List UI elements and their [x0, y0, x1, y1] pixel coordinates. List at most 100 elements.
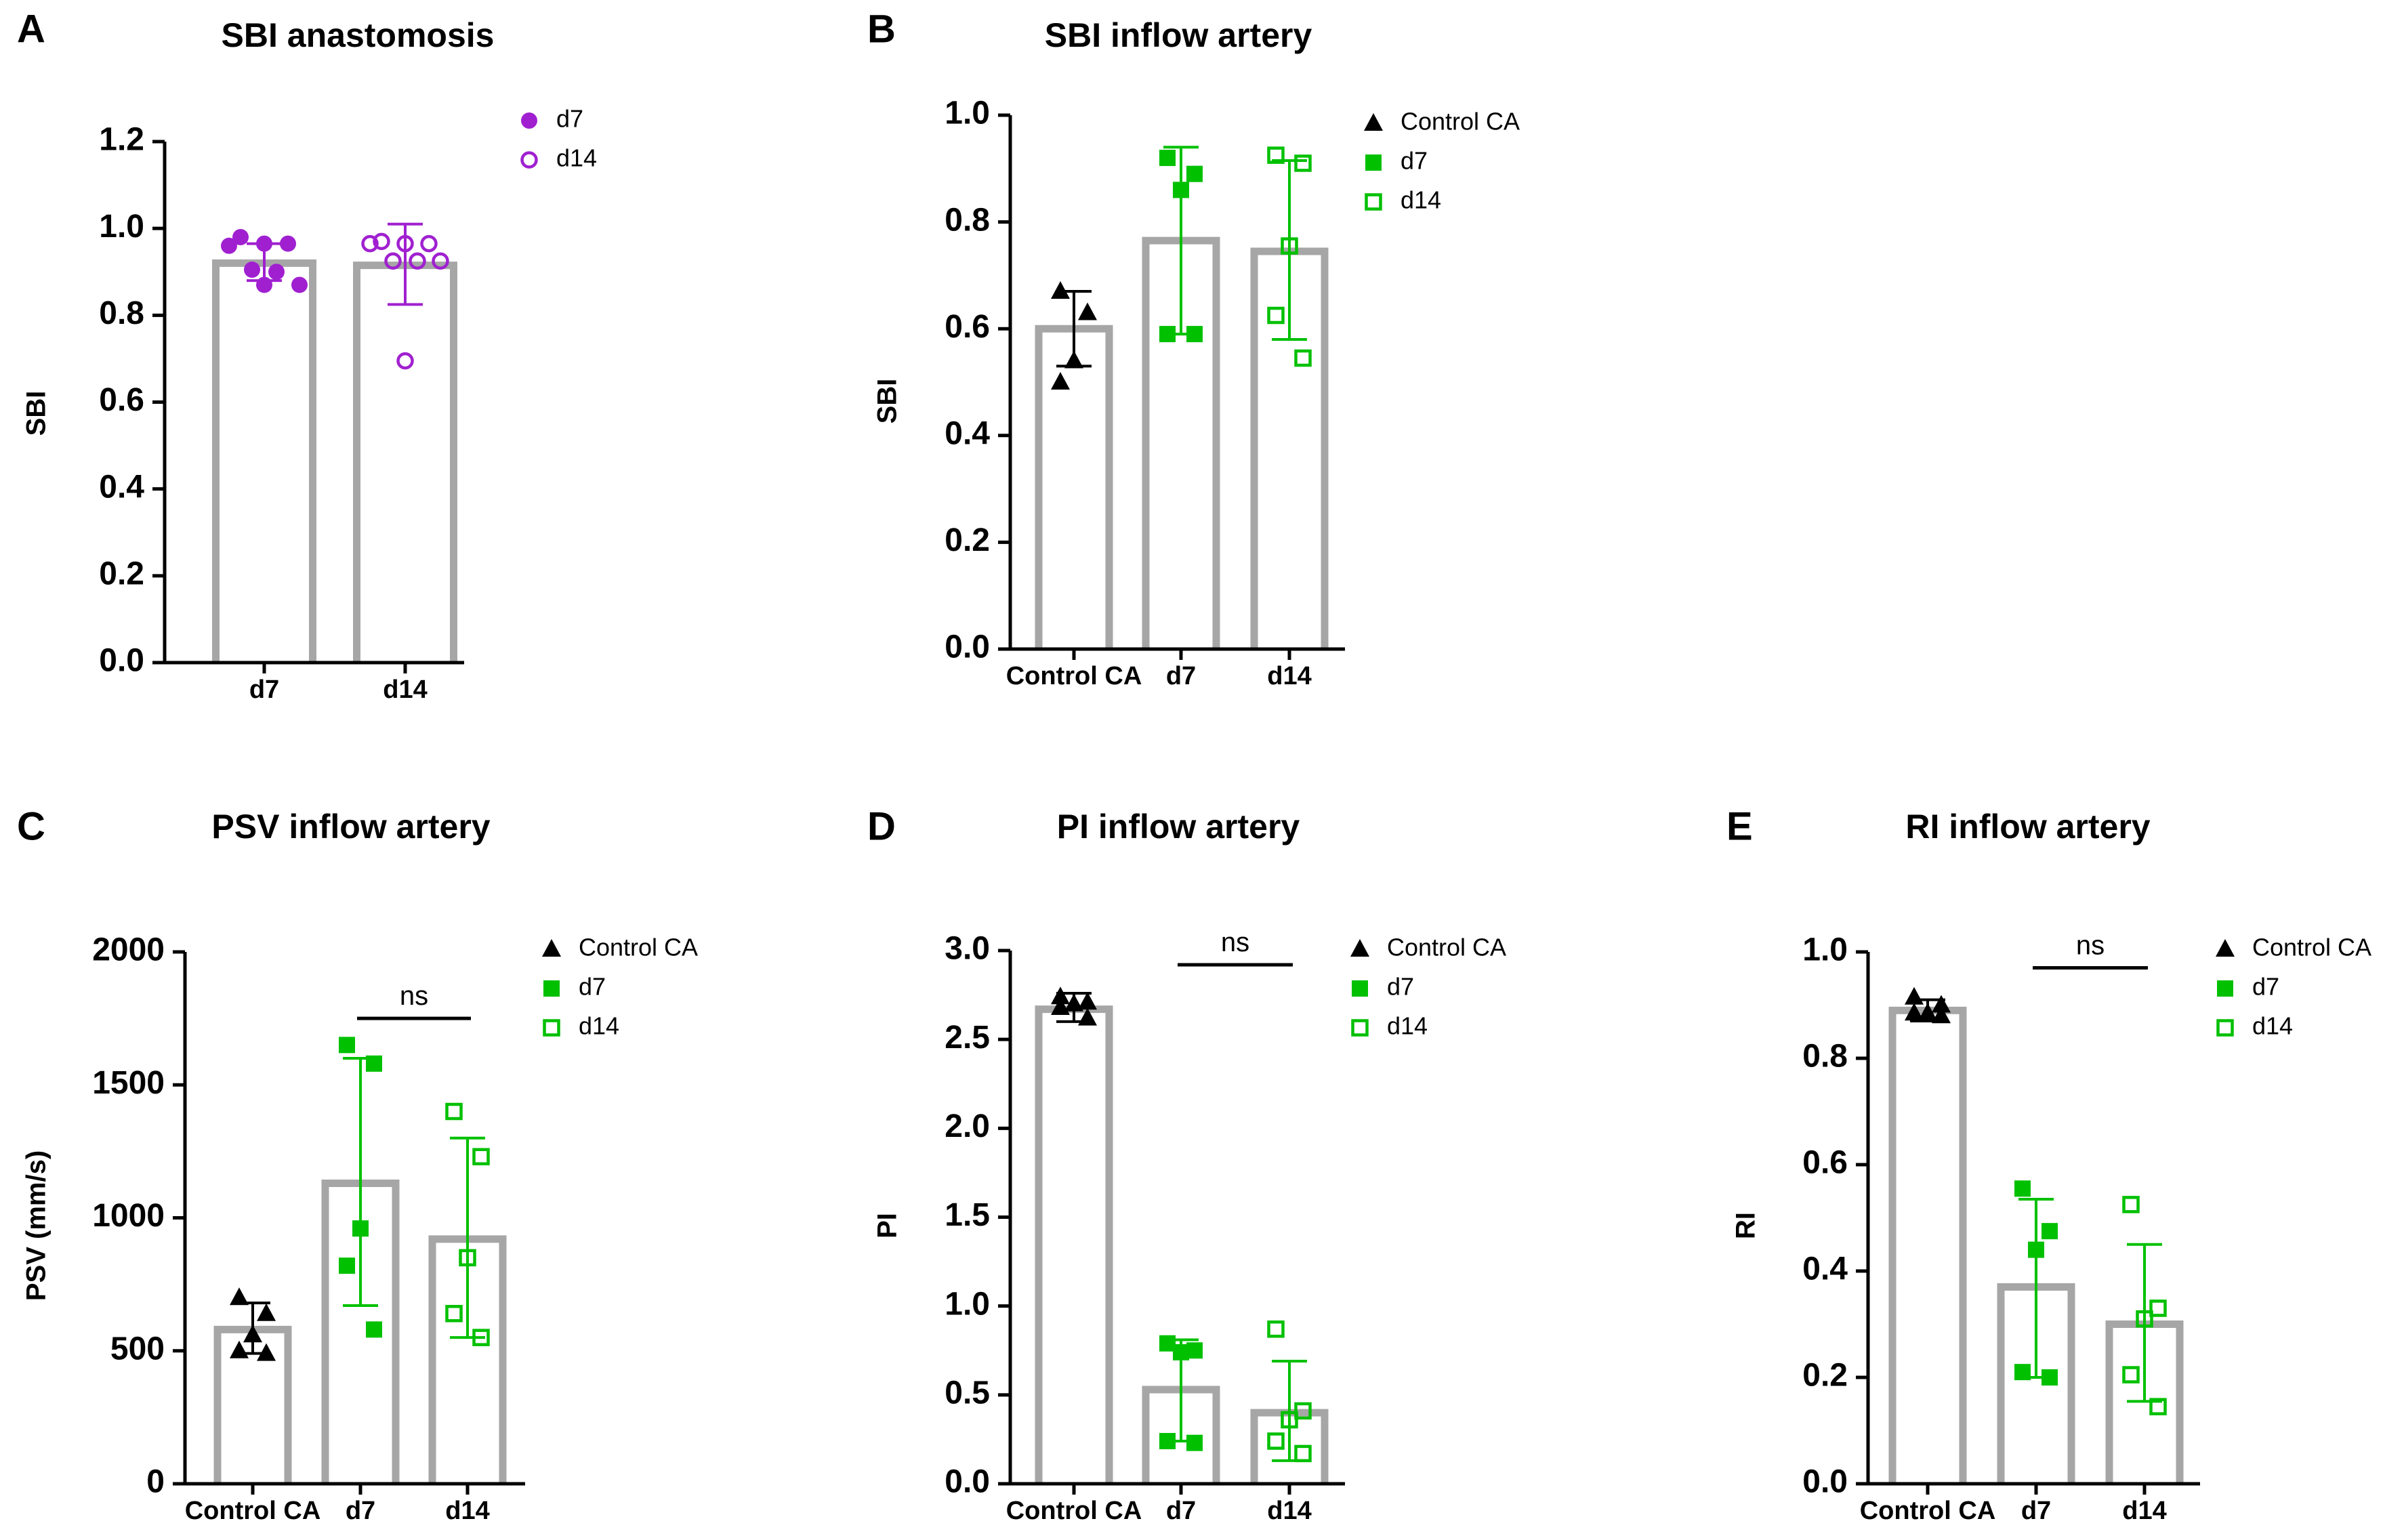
panel-d: D PI inflow artery PI 0.0 0.5 1.0 1.5 2.0 2.5 3.0… — [867, 804, 1506, 1525]
legend-marker — [1364, 113, 1383, 131]
legend-label: Control CA — [579, 934, 698, 961]
data-point — [396, 352, 414, 370]
data-point — [1078, 302, 1097, 320]
data-point — [366, 1321, 382, 1338]
x-tick-label: d14 — [2122, 1497, 2166, 1525]
data-point — [1267, 1320, 1285, 1338]
y-tick-label: 0.2 — [945, 522, 990, 558]
data-point — [1918, 1003, 1937, 1021]
data-point — [1051, 986, 1070, 1005]
data-point — [2149, 1398, 2167, 1415]
significance-label: ns — [1221, 928, 1249, 957]
y-tick-label: 1.0 — [945, 1286, 990, 1322]
y-tick-label: 0.8 — [945, 202, 990, 238]
panel-letter: D — [867, 804, 896, 848]
data-point — [1267, 146, 1285, 164]
data-point — [1078, 1007, 1097, 1026]
data-point — [243, 1325, 262, 1343]
y-axis-label: PI — [873, 1213, 903, 1239]
data-point — [221, 237, 237, 254]
data-point — [352, 1220, 369, 1237]
significance-label: ns — [2076, 931, 2105, 961]
panel-e: E RI inflow artery RI 0.0 0.2 0.4 0.6 0.8 1.0 Con… — [1726, 804, 2371, 1525]
bar — [212, 259, 316, 663]
data-point — [1281, 237, 1298, 255]
legend-label: d14 — [1401, 186, 1441, 214]
legend-label: d7 — [556, 105, 583, 133]
data-point — [1064, 350, 1083, 369]
data-point — [1051, 372, 1070, 390]
y-tick-label: 1.2 — [99, 122, 144, 158]
data-point — [2014, 1180, 2031, 1197]
y-axis-label: PSV (mm/s) — [22, 1150, 51, 1301]
data-point — [1267, 306, 1285, 325]
legend-marker — [2216, 1019, 2234, 1037]
data-point — [420, 234, 438, 253]
data-point — [280, 235, 296, 252]
legend-label: d7 — [1401, 147, 1428, 175]
x-tick-label: d14 — [445, 1497, 489, 1525]
data-point — [232, 228, 249, 245]
y-tick-label: 0.0 — [99, 643, 144, 679]
data-point — [1186, 1434, 1203, 1451]
y-tick-label: 0.4 — [945, 415, 990, 451]
data-point — [1294, 1402, 1312, 1420]
x-tick-label: d7 — [2021, 1497, 2051, 1525]
bar — [1888, 1006, 1967, 1484]
y-tick-label: 1.5 — [945, 1197, 990, 1233]
data-point — [1173, 182, 1189, 199]
data-point — [2014, 1364, 2031, 1381]
y-axis-label: SBI — [22, 391, 51, 436]
data-point — [2028, 1241, 2044, 1258]
legend-label: Control CA — [2252, 934, 2371, 961]
legend-marker — [1352, 980, 1368, 997]
y-tick-label: 0.8 — [99, 295, 144, 331]
data-point — [1186, 165, 1203, 182]
legend-marker — [2217, 980, 2233, 997]
data-point — [472, 1148, 490, 1165]
chart-title: SBI anastomosis — [222, 16, 495, 54]
data-point — [472, 1329, 490, 1346]
chart-title: PSV inflow artery — [211, 808, 490, 846]
y-tick-label: 0.4 — [1802, 1251, 1848, 1287]
data-point — [291, 276, 308, 293]
data-point — [1064, 993, 1083, 1012]
bar — [1035, 325, 1113, 649]
data-point — [257, 1343, 276, 1361]
legend-label: d14 — [2252, 1012, 2293, 1040]
y-tick-label: 0.0 — [945, 629, 990, 665]
data-point — [2042, 1223, 2058, 1240]
data-point — [409, 252, 426, 270]
data-point — [244, 262, 260, 278]
y-tick-label: 0.4 — [99, 469, 144, 505]
data-point — [257, 1303, 276, 1321]
chart-title: SBI inflow artery — [1045, 16, 1312, 54]
legend-marker — [1351, 1019, 1369, 1037]
x-tick-label: d7 — [346, 1497, 375, 1525]
y-tick-label: 0.6 — [1802, 1145, 1848, 1181]
data-point — [1905, 1003, 1924, 1021]
panel-letter: A — [17, 7, 45, 51]
data-point — [2122, 1366, 2140, 1383]
y-tick-label: 3.0 — [945, 931, 990, 967]
y-tick-label: 500 — [110, 1331, 165, 1367]
legend-label: Control CA — [1387, 934, 1506, 961]
bar — [353, 262, 457, 663]
data-point — [230, 1340, 249, 1358]
data-point — [1905, 986, 1924, 1005]
legend-marker — [543, 1019, 560, 1037]
y-tick-label: 0.2 — [1802, 1358, 1848, 1394]
data-point — [268, 264, 285, 280]
y-tick-label: 1000 — [92, 1198, 165, 1234]
x-tick-label: d7 — [1166, 662, 1196, 690]
y-tick-label: 1.0 — [1802, 932, 1848, 968]
x-tick-label: d14 — [1267, 662, 1311, 690]
legend-label: Control CA — [1401, 108, 1520, 136]
y-tick-label: 1.0 — [945, 96, 990, 131]
y-tick-label: 0 — [146, 1464, 165, 1500]
data-point — [1186, 326, 1203, 343]
data-point — [2042, 1369, 2058, 1386]
data-point — [2149, 1299, 2167, 1317]
data-point — [1267, 1432, 1285, 1450]
